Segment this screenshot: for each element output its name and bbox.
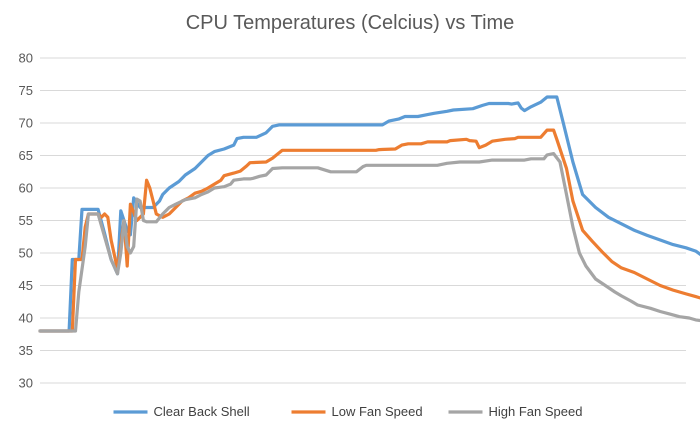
y-tick-label: 50	[19, 246, 33, 261]
y-tick-label: 75	[19, 83, 33, 98]
series-line-clear-back-shell	[38, 95, 700, 333]
y-tick-label: 30	[19, 376, 33, 391]
y-tick-label: 65	[19, 148, 33, 163]
legend-item: Low Fan Speed	[291, 404, 423, 419]
legend-item: High Fan Speed	[448, 404, 583, 419]
legend-label: Low Fan Speed	[332, 404, 423, 419]
legend-label: High Fan Speed	[489, 404, 583, 419]
y-tick-label: 60	[19, 181, 33, 196]
series-line-high-fan-speed	[38, 152, 700, 333]
y-tick-label: 55	[19, 213, 33, 228]
y-axis-ticks: 30 35 40 45 50 55 60 65 70 75 80	[19, 51, 33, 391]
y-tick-label: 40	[19, 311, 33, 326]
legend: Clear Back Shell Low Fan Speed High Fan Sp…	[113, 404, 583, 419]
y-tick-label: 70	[19, 116, 33, 131]
y-tick-label: 35	[19, 343, 33, 358]
series-line-low-fan-speed	[38, 128, 700, 333]
y-tick-label: 45	[19, 278, 33, 293]
y-tick-label: 80	[19, 51, 33, 66]
chart-title: CPU Temperatures (Celcius) vs Time	[186, 12, 515, 34]
legend-item: Clear Back Shell	[113, 404, 250, 419]
series-lines	[38, 95, 700, 333]
legend-label: Clear Back Shell	[154, 404, 250, 419]
